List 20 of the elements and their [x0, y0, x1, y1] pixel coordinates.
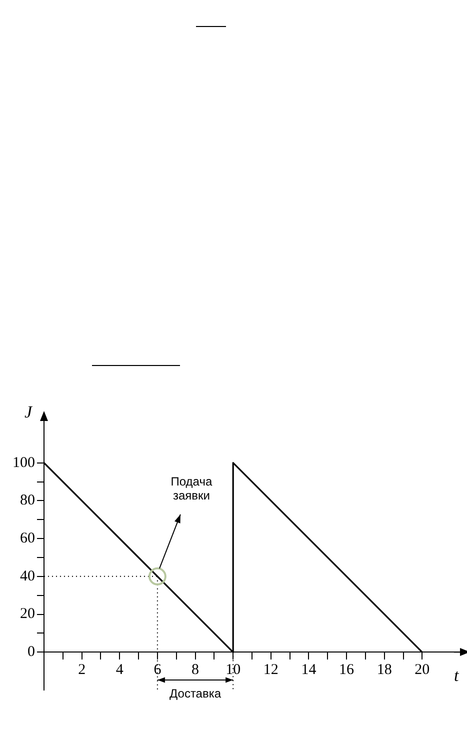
x-tick-label: 2 [78, 662, 86, 678]
x-axis-title: t [454, 666, 460, 686]
y-tick-label: 40 [20, 568, 35, 584]
annotation: Доставка [170, 686, 222, 700]
y-axis-title: J [24, 402, 34, 422]
y-tick-label: 20 [20, 606, 35, 622]
x-tick-label: 8 [192, 662, 200, 678]
x-tick-label: 10 [226, 662, 241, 678]
y-tick-label: 60 [20, 530, 35, 547]
y-tick-label: 100 [12, 454, 35, 471]
x-tick-label: 14 [301, 662, 317, 678]
x-tick-label: 4 [116, 662, 124, 678]
x-tick-label: 20 [414, 662, 430, 678]
x-tick-label: 18 [376, 662, 392, 678]
x-tick-label: 6 [154, 662, 162, 678]
y-tick-label: 0 [28, 644, 35, 660]
x-tick-label: 12 [263, 662, 278, 678]
annotation: Подача заявки [170, 474, 212, 503]
x-tick-label: 16 [339, 662, 355, 678]
y-tick-label: 80 [20, 492, 35, 509]
